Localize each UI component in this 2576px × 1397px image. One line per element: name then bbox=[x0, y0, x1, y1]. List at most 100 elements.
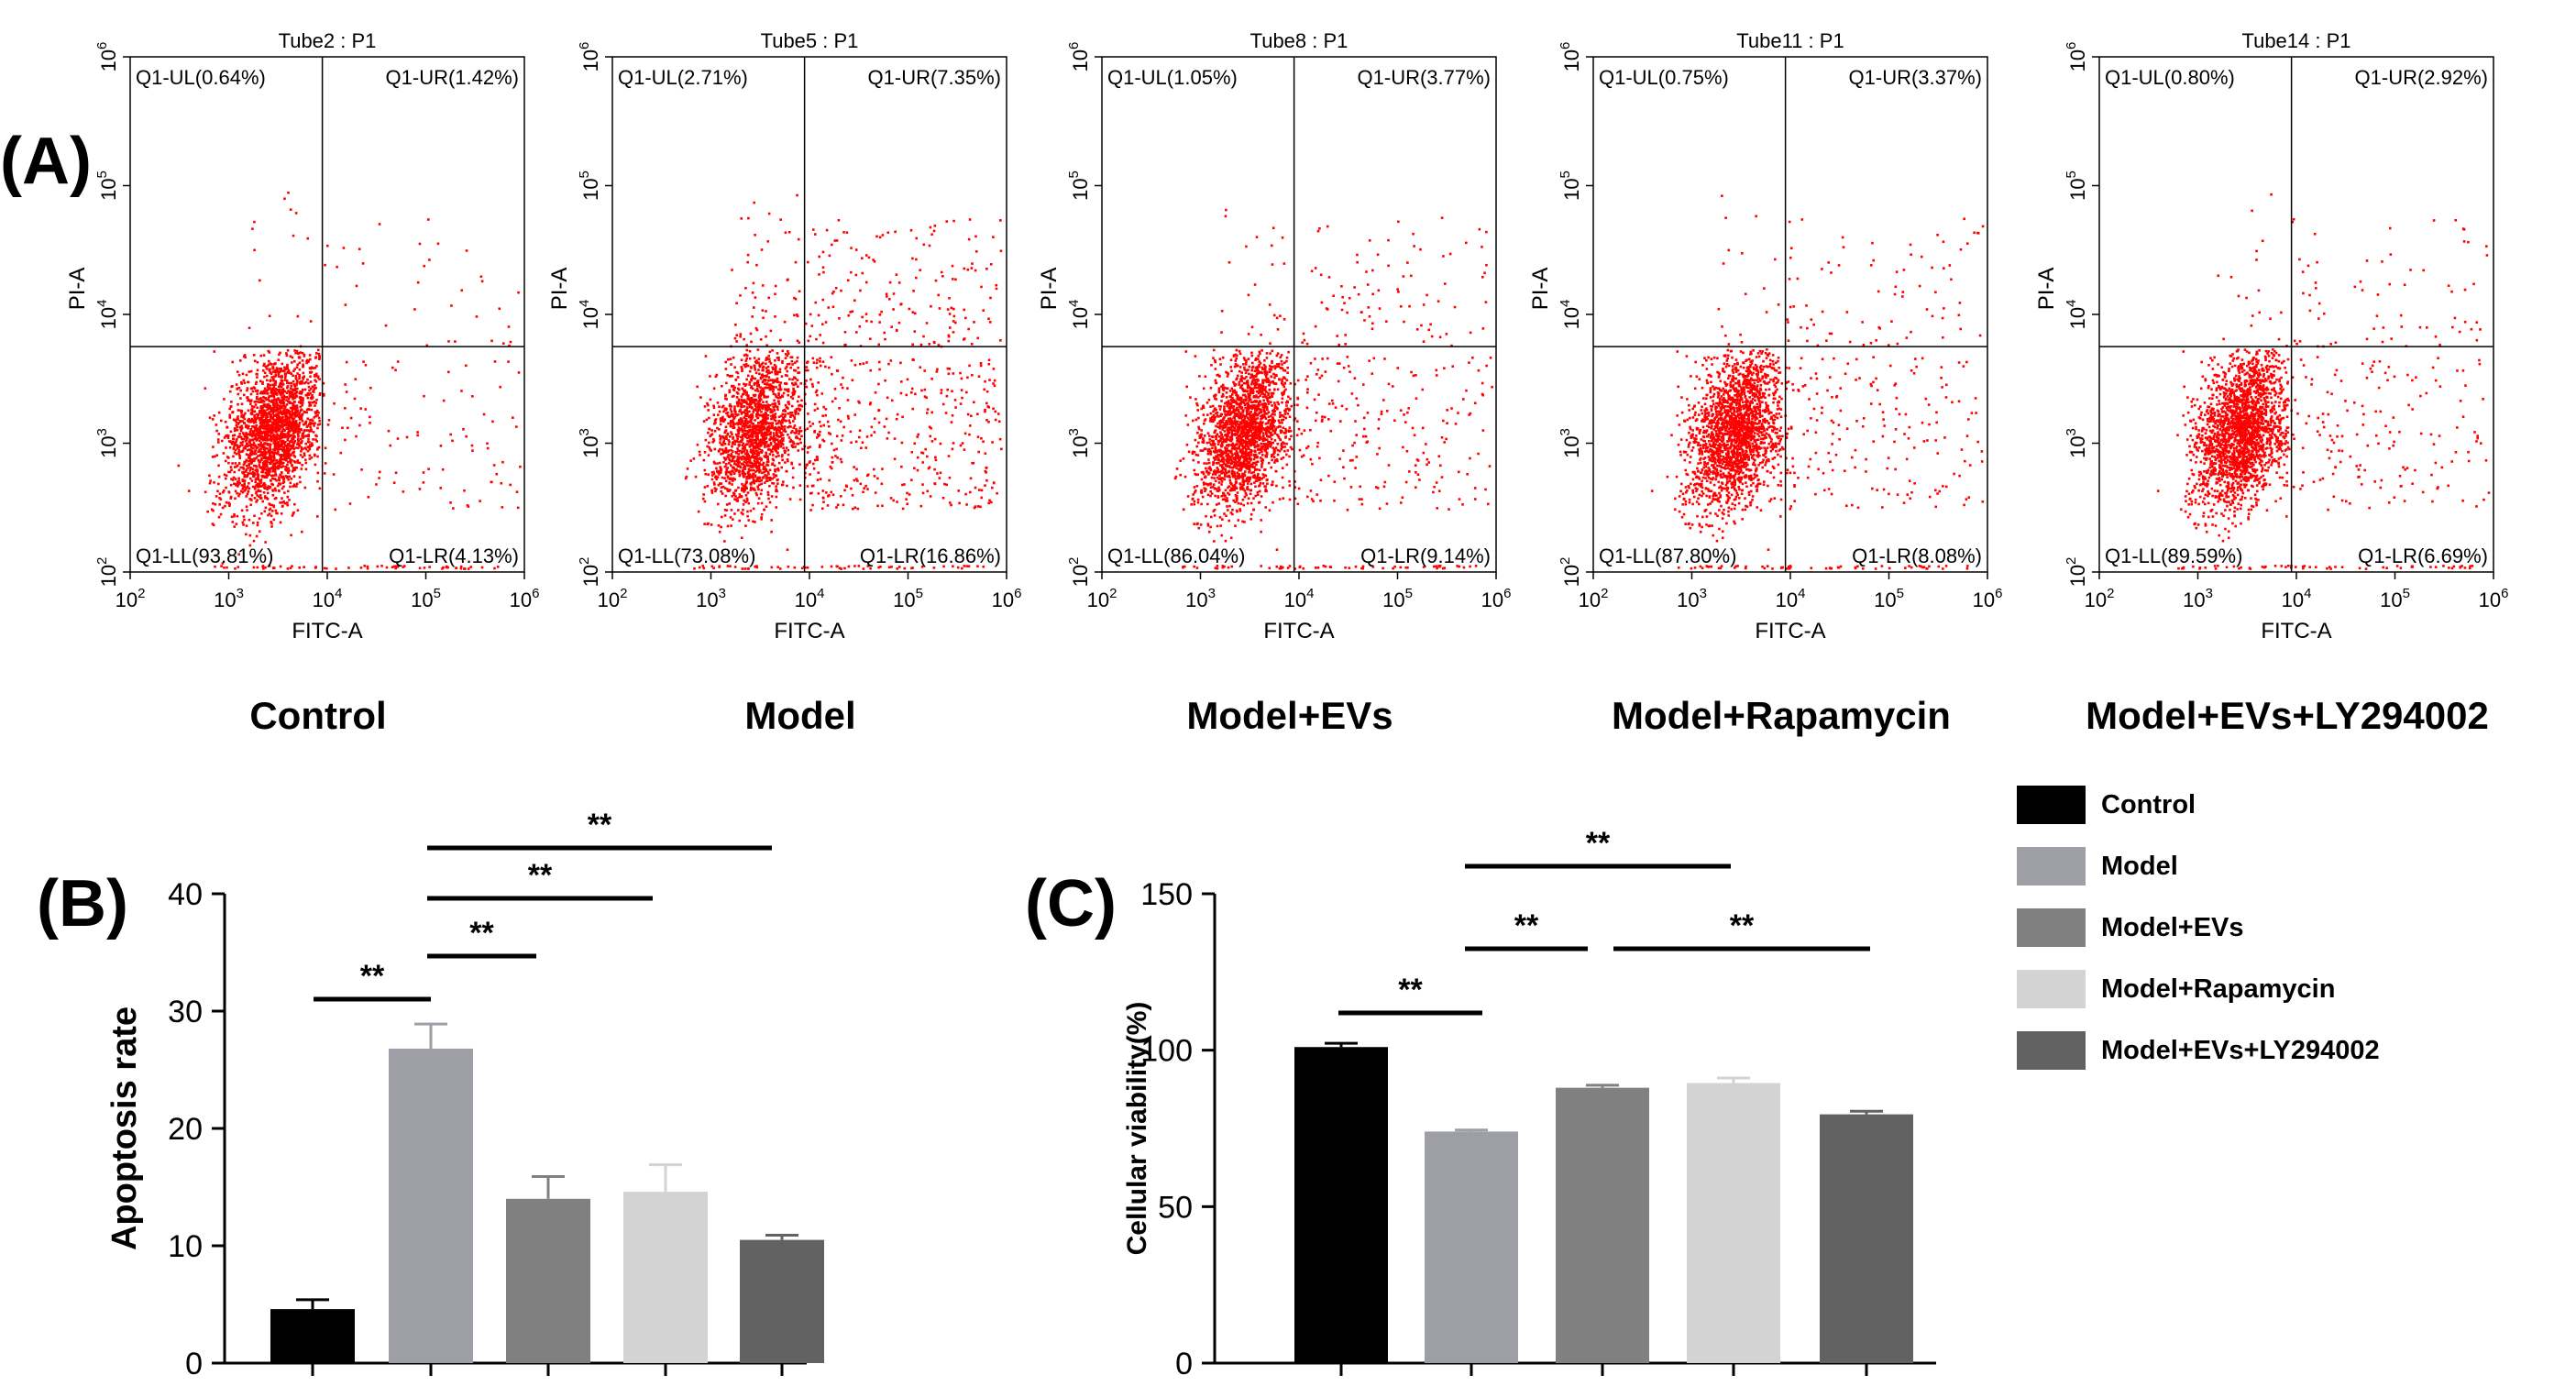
data-point bbox=[261, 412, 264, 414]
data-point bbox=[273, 419, 277, 422]
data-point bbox=[873, 417, 876, 420]
data-point bbox=[750, 398, 754, 402]
x-tick-label: 105 bbox=[893, 586, 923, 611]
data-point bbox=[312, 431, 315, 434]
data-point bbox=[306, 417, 310, 421]
data-point bbox=[718, 565, 721, 568]
data-point bbox=[283, 433, 287, 436]
data-point bbox=[787, 565, 790, 568]
data-point bbox=[281, 411, 284, 414]
data-point bbox=[747, 394, 750, 398]
quadrant-ur-label: Q1-UR(7.35%) bbox=[868, 66, 1001, 89]
data-point bbox=[797, 385, 799, 388]
data-point bbox=[781, 418, 784, 422]
data-point bbox=[775, 386, 777, 389]
data-point bbox=[281, 446, 285, 449]
data-point bbox=[724, 360, 728, 364]
data-point bbox=[865, 361, 868, 364]
data-point bbox=[765, 426, 769, 429]
data-point bbox=[318, 423, 322, 425]
data-point bbox=[269, 384, 272, 387]
data-point bbox=[314, 453, 316, 456]
data-point bbox=[784, 403, 787, 407]
data-point bbox=[766, 240, 770, 243]
data-point bbox=[973, 506, 976, 510]
data-point bbox=[779, 218, 782, 221]
data-point bbox=[910, 478, 913, 481]
data-point bbox=[237, 434, 241, 438]
data-point bbox=[706, 445, 710, 448]
data-point bbox=[237, 446, 241, 449]
data-point bbox=[756, 469, 759, 472]
data-point bbox=[291, 414, 293, 417]
data-point bbox=[752, 432, 754, 435]
data-point bbox=[254, 390, 258, 392]
data-point bbox=[746, 260, 749, 264]
data-point bbox=[279, 435, 282, 439]
data-point bbox=[940, 270, 943, 274]
data-point bbox=[753, 441, 756, 445]
data-point bbox=[697, 510, 700, 513]
data-point bbox=[878, 321, 881, 324]
data-point bbox=[1215, 455, 1217, 458]
data-point bbox=[302, 399, 304, 402]
data-point bbox=[282, 458, 286, 461]
data-point bbox=[729, 358, 732, 360]
data-point bbox=[204, 387, 207, 390]
data-point bbox=[217, 482, 220, 486]
data-point bbox=[278, 454, 281, 456]
data-point bbox=[268, 468, 271, 470]
data-point bbox=[905, 498, 908, 500]
data-point bbox=[268, 411, 271, 413]
data-point bbox=[264, 396, 268, 400]
data-point bbox=[775, 434, 778, 437]
data-point bbox=[715, 467, 718, 470]
data-point bbox=[775, 455, 778, 458]
data-point bbox=[231, 478, 235, 481]
data-point bbox=[779, 427, 783, 431]
data-point bbox=[233, 427, 237, 430]
data-point bbox=[286, 363, 289, 367]
data-point bbox=[293, 368, 296, 370]
data-point bbox=[738, 383, 741, 386]
data-point bbox=[248, 440, 251, 444]
data-point bbox=[970, 267, 974, 270]
data-point bbox=[302, 371, 305, 375]
data-point bbox=[793, 566, 797, 569]
data-point bbox=[756, 425, 759, 429]
data-point bbox=[237, 566, 240, 568]
data-point bbox=[313, 416, 316, 419]
data-point bbox=[266, 421, 270, 424]
data-point bbox=[298, 422, 302, 424]
data-point bbox=[775, 427, 778, 430]
data-point bbox=[322, 381, 325, 385]
data-point bbox=[766, 448, 770, 451]
data-point bbox=[271, 510, 274, 512]
data-point bbox=[250, 479, 254, 482]
data-point bbox=[939, 442, 942, 446]
data-point bbox=[815, 366, 819, 369]
data-point bbox=[305, 358, 309, 362]
data-point bbox=[724, 457, 728, 460]
data-point bbox=[252, 421, 256, 424]
data-point bbox=[234, 478, 237, 480]
data-point bbox=[278, 459, 281, 463]
y-axis-label: PI-A bbox=[65, 268, 90, 311]
data-point bbox=[752, 281, 755, 285]
data-point bbox=[772, 458, 776, 462]
data-point bbox=[313, 400, 316, 403]
data-point bbox=[281, 504, 284, 508]
data-point bbox=[269, 414, 272, 418]
data-point bbox=[765, 368, 769, 372]
data-point bbox=[361, 262, 365, 265]
data-point bbox=[739, 417, 743, 420]
data-point bbox=[754, 234, 756, 236]
data-point bbox=[268, 565, 271, 567]
data-point bbox=[276, 370, 280, 373]
data-point bbox=[754, 452, 756, 456]
data-point bbox=[235, 452, 238, 456]
data-point bbox=[738, 493, 742, 496]
data-point bbox=[775, 485, 777, 488]
data-point bbox=[1242, 503, 1246, 507]
data-point bbox=[359, 407, 362, 410]
